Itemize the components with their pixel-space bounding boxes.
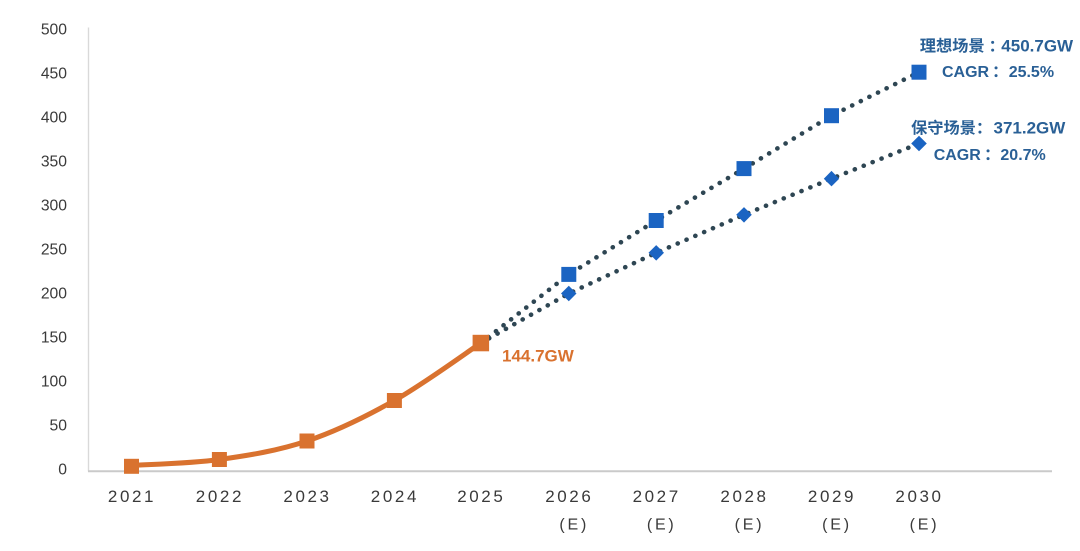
svg-text:2022: 2022 (196, 487, 244, 506)
svg-text:2024: 2024 (371, 487, 419, 506)
svg-text:2025: 2025 (457, 487, 505, 506)
svg-text:(E): (E) (735, 517, 765, 534)
svg-text:500: 500 (41, 22, 67, 39)
svg-text:450: 450 (41, 66, 67, 83)
svg-text:CAGR: CAGR (942, 64, 990, 81)
svg-text:2023: 2023 (283, 487, 331, 506)
svg-text:(E): (E) (647, 517, 677, 534)
svg-text:2027: 2027 (633, 487, 681, 506)
svg-text:(E): (E) (822, 517, 852, 534)
svg-text:2030: 2030 (895, 487, 943, 506)
svg-text:(E): (E) (910, 517, 940, 534)
svg-text:25.5%: 25.5% (1009, 64, 1054, 81)
svg-text:2029: 2029 (808, 487, 856, 506)
svg-text:20.7%: 20.7% (1000, 147, 1045, 164)
svg-text:0: 0 (58, 462, 67, 479)
svg-text:2028: 2028 (720, 487, 768, 506)
svg-text:400: 400 (41, 110, 67, 127)
svg-text:300: 300 (41, 198, 67, 215)
svg-text:350: 350 (41, 154, 67, 171)
svg-text:200: 200 (41, 286, 67, 303)
svg-text:144.7GW: 144.7GW (502, 346, 575, 365)
svg-text:450.7GW: 450.7GW (1001, 37, 1074, 56)
svg-text:371.2GW: 371.2GW (994, 119, 1067, 138)
svg-text:50: 50 (50, 418, 68, 435)
svg-text:2021: 2021 (108, 487, 156, 506)
svg-text:100: 100 (41, 374, 67, 391)
svg-text:CAGR: CAGR (934, 147, 982, 164)
svg-text:(E): (E) (559, 517, 589, 534)
svg-text:250: 250 (41, 242, 67, 259)
svg-text:2026: 2026 (545, 487, 593, 506)
svg-text:150: 150 (41, 330, 67, 347)
